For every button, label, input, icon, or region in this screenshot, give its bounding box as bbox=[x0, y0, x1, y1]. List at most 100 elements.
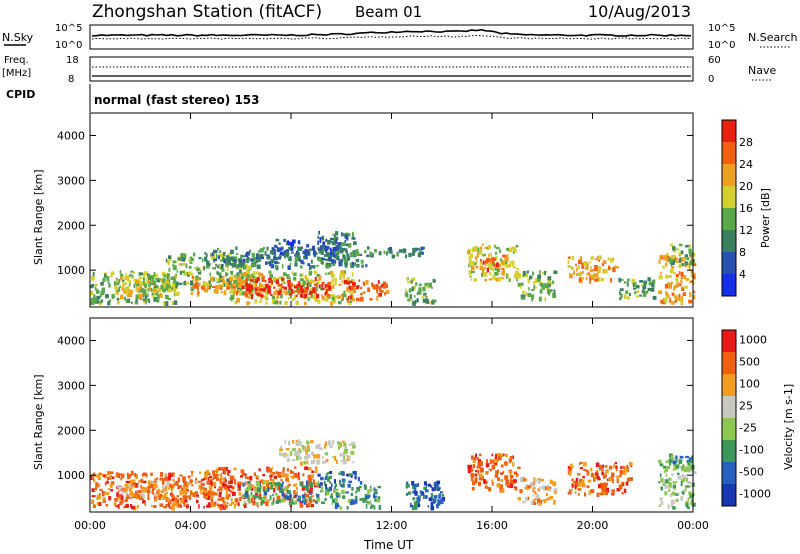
echo-cell bbox=[156, 480, 159, 483]
echo-cell bbox=[179, 474, 183, 477]
echo-cell bbox=[577, 473, 581, 476]
echo-cell bbox=[319, 237, 323, 240]
echo-cell bbox=[528, 287, 530, 291]
echo-cell bbox=[227, 485, 230, 489]
echo-cell bbox=[687, 497, 690, 502]
echo-cell bbox=[580, 271, 582, 276]
echo-cell bbox=[210, 276, 214, 282]
echo-cell bbox=[213, 289, 218, 294]
echo-cell bbox=[286, 281, 289, 285]
echo-cell bbox=[127, 285, 130, 289]
echo-cell bbox=[670, 281, 673, 285]
echo-cell bbox=[511, 482, 514, 485]
echo-cell bbox=[124, 276, 128, 281]
echo-cell bbox=[271, 295, 276, 300]
echo-cell bbox=[318, 483, 321, 489]
echo-cell bbox=[396, 252, 399, 257]
echo-cell bbox=[193, 283, 197, 289]
echo-cell bbox=[553, 289, 556, 294]
echo-cell bbox=[105, 294, 109, 299]
echo-cell bbox=[160, 494, 162, 498]
echo-cell bbox=[685, 278, 689, 281]
echo-cell bbox=[170, 487, 173, 493]
echo-cell bbox=[598, 259, 600, 262]
echo-cell bbox=[239, 475, 244, 478]
echo-cell bbox=[660, 256, 663, 260]
echo-cell bbox=[523, 271, 526, 276]
echo-cell bbox=[471, 270, 475, 274]
echo-cell bbox=[259, 288, 264, 291]
echo-cell bbox=[676, 279, 679, 283]
echo-cell bbox=[492, 267, 494, 272]
colorbar-tick-label: 28 bbox=[739, 136, 753, 149]
colorbar-tick-label: -25 bbox=[739, 422, 757, 435]
echo-cell bbox=[168, 483, 172, 488]
echo-cell bbox=[212, 254, 216, 259]
echo-cell bbox=[165, 272, 168, 278]
echo-cell bbox=[129, 289, 133, 295]
echo-cell bbox=[605, 482, 609, 486]
power-cbar-label: Power [dB] bbox=[759, 188, 772, 248]
echo-cell bbox=[341, 280, 343, 283]
echo-cell bbox=[313, 283, 318, 287]
echo-cell bbox=[296, 283, 300, 287]
echo-cell bbox=[262, 295, 266, 298]
echo-cell bbox=[233, 280, 238, 283]
echo-cell bbox=[607, 257, 610, 261]
power-ylabel: Slant Range [km] bbox=[32, 169, 45, 265]
echo-cell bbox=[523, 294, 526, 300]
echo-cell bbox=[494, 474, 499, 478]
echo-cell bbox=[504, 461, 508, 466]
echo-cell bbox=[245, 253, 249, 258]
echo-cell bbox=[258, 300, 262, 303]
echo-cell bbox=[290, 288, 294, 294]
echo-cell bbox=[260, 292, 263, 295]
echo-cell bbox=[512, 266, 516, 269]
echo-cell bbox=[223, 282, 226, 287]
echo-cell bbox=[289, 451, 293, 456]
echo-cell bbox=[126, 483, 129, 488]
echo-cell bbox=[594, 265, 598, 268]
echo-cell bbox=[688, 468, 693, 473]
echo-cell bbox=[611, 491, 614, 495]
echo-cell bbox=[131, 505, 135, 510]
echo-cell bbox=[338, 258, 341, 262]
echo-cell bbox=[100, 291, 105, 295]
echo-cell bbox=[516, 267, 519, 270]
echo-cell bbox=[495, 470, 499, 476]
echo-cell bbox=[155, 495, 159, 499]
y-tick-label: 4000 bbox=[57, 129, 85, 142]
echo-cell bbox=[350, 451, 354, 455]
echo-cell bbox=[470, 476, 474, 481]
echo-cell bbox=[189, 261, 193, 264]
echo-cell bbox=[266, 483, 269, 487]
echo-cell bbox=[677, 492, 680, 495]
echo-cell bbox=[277, 276, 282, 280]
echo-cell bbox=[356, 285, 360, 289]
echo-cell bbox=[587, 272, 590, 275]
echo-cell bbox=[495, 453, 499, 456]
echo-cell bbox=[108, 496, 112, 501]
echo-cell bbox=[625, 468, 629, 473]
echo-cell bbox=[479, 461, 483, 467]
echo-cell bbox=[302, 448, 305, 452]
echo-cell bbox=[661, 301, 666, 305]
echo-cell bbox=[389, 247, 392, 251]
echo-cell bbox=[161, 478, 165, 482]
echo-cell bbox=[283, 238, 286, 242]
echo-cell bbox=[670, 499, 675, 505]
echo-cell bbox=[327, 281, 332, 286]
echo-cell bbox=[325, 291, 328, 295]
cpid-strip: CPID normal (fast stereo) 153 bbox=[6, 84, 260, 112]
echo-cell bbox=[352, 441, 356, 446]
echo-cell bbox=[688, 244, 692, 248]
echo-cell bbox=[543, 283, 546, 286]
echo-cell bbox=[220, 473, 223, 476]
echo-cell bbox=[687, 506, 690, 510]
echo-cell bbox=[299, 274, 302, 277]
echo-cell bbox=[494, 267, 499, 271]
echo-cell bbox=[437, 501, 441, 506]
echo-cell bbox=[168, 472, 172, 477]
echo-cell bbox=[494, 454, 497, 459]
echo-cell bbox=[286, 488, 288, 492]
